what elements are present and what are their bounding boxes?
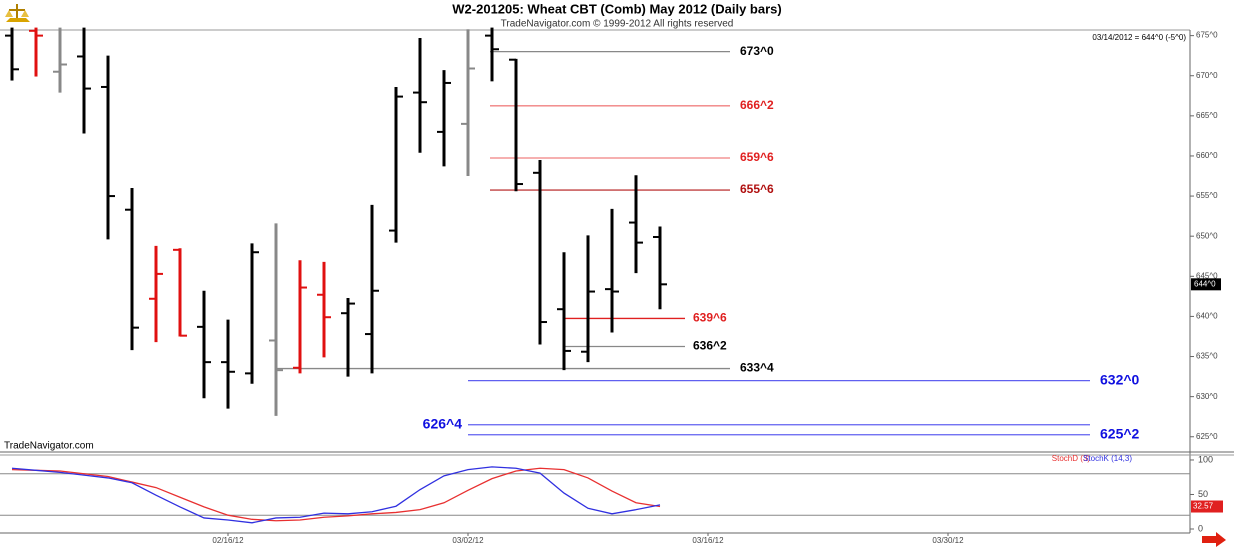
legend-entry: StochD (3) [1052,454,1091,463]
last-value-label: 32.57 [1193,502,1214,511]
level-label: 666^2 [740,98,774,112]
level-label: 633^4 [740,361,774,375]
legend-entry: StochK (14,3) [1083,454,1132,463]
y-tick-label: 655^0 [1196,191,1218,200]
y-tick-label: 635^0 [1196,352,1218,361]
x-tick-label: 03/16/12 [692,536,724,545]
last-price-label: 644^0 [1194,279,1216,288]
last-price-box [1191,278,1221,291]
stoch-line [11,466,661,524]
level-label: 636^2 [693,339,727,353]
level-label: 626^4 [423,415,463,431]
level-label: 673^0 [740,44,774,58]
y-tick-label: 660^0 [1196,151,1218,160]
x-tick-label: 02/16/12 [212,536,244,545]
y-tick-label: 640^0 [1196,312,1218,321]
scroll-arrow[interactable] [1202,532,1226,547]
level-label: 639^6 [693,311,727,325]
stoch-line [11,467,661,522]
x-tick-label: 03/30/12 [932,536,964,545]
level-label: 655^6 [740,182,774,196]
watermark: TradeNavigator.com [4,441,94,452]
y-tick-label: 0 [1198,523,1203,533]
y-tick-label: 670^0 [1196,71,1218,80]
y-tick-label: 665^0 [1196,111,1218,120]
y-tick-label: 100 [1198,454,1213,464]
last-value-box [1191,500,1223,513]
y-tick-label: 50 [1198,489,1208,499]
y-tick-label: 625^0 [1196,432,1218,441]
y-tick-label: 630^0 [1196,392,1218,401]
info-text: 03/14/2012 = 644^0 (-5^0) [1092,33,1186,42]
level-label: 632^0 [1100,371,1140,387]
chart-title: W2-201205: Wheat CBT (Comb) May 2012 (Da… [452,1,781,16]
y-tick-label: 675^0 [1196,31,1218,40]
y-tick-label: 645^0 [1196,271,1218,280]
chart-subtitle: TradeNavigator.com © 1999-2012 All right… [501,19,734,30]
logo [5,4,30,22]
level-label: 625^2 [1100,425,1140,441]
x-tick-label: 03/02/12 [452,536,484,545]
y-tick-label: 650^0 [1196,231,1218,240]
level-label: 659^6 [740,150,774,164]
